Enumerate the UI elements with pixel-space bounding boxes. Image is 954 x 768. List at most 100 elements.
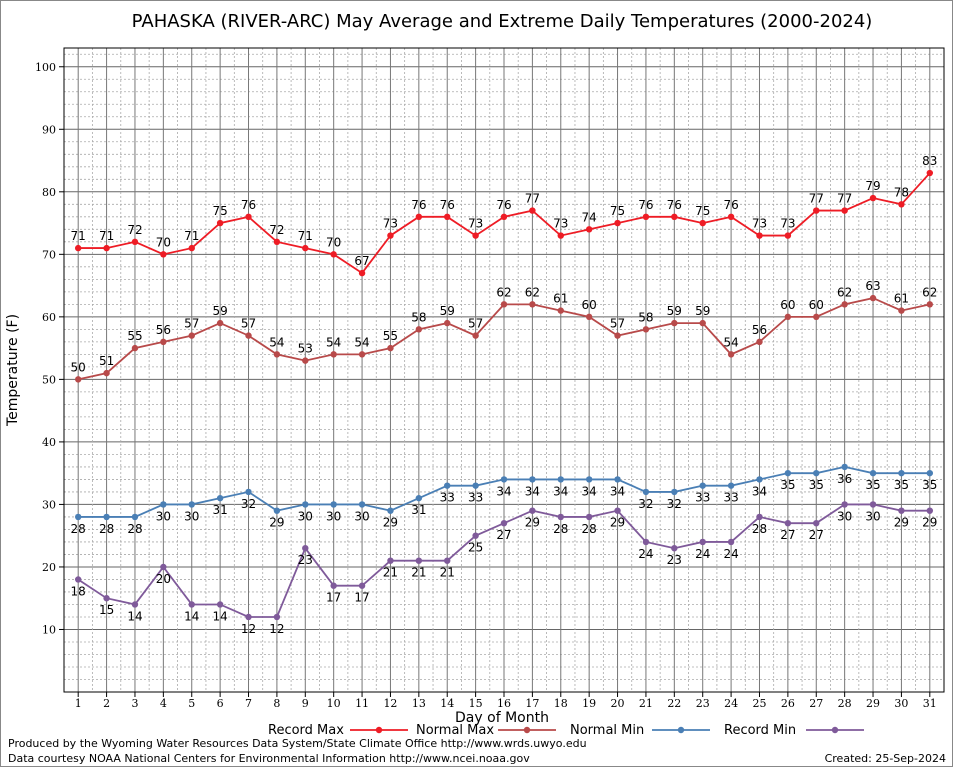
legend-item: Record Max	[268, 723, 408, 738]
data-label: 28	[99, 522, 114, 536]
data-label: 31	[411, 503, 426, 517]
data-point	[813, 313, 820, 321]
data-label: 17	[354, 591, 369, 605]
data-label: 67	[354, 254, 369, 268]
data-label: 33	[440, 491, 455, 505]
x-tick-label: 6	[217, 697, 224, 710]
data-label: 14	[212, 609, 227, 623]
x-tick-label: 10	[327, 697, 341, 710]
data-point	[557, 232, 564, 239]
data-label: 74	[582, 210, 597, 224]
data-point	[642, 326, 650, 333]
data-label: 21	[383, 566, 398, 580]
x-axis-label: Day of Month	[455, 710, 549, 726]
data-point	[869, 469, 877, 477]
data-point	[727, 482, 735, 489]
data-point	[358, 351, 366, 358]
data-point	[444, 557, 451, 564]
data-label: 77	[809, 192, 824, 206]
data-label: 54	[326, 335, 341, 349]
data-point	[784, 313, 792, 321]
data-label: 31	[212, 503, 227, 517]
data-point	[529, 301, 536, 308]
data-label: 28	[553, 522, 568, 536]
data-point	[500, 476, 508, 483]
data-label: 76	[411, 198, 426, 212]
data-label: 59	[695, 304, 710, 318]
data-point	[671, 319, 678, 327]
data-label: 27	[780, 528, 795, 542]
data-point	[302, 244, 309, 252]
legend-label: Normal Max	[416, 723, 494, 738]
data-point	[557, 476, 564, 483]
data-point	[273, 351, 281, 358]
x-tick-label: 12	[383, 697, 397, 710]
data-label: 28	[71, 522, 86, 536]
data-label: 73	[553, 217, 568, 231]
data-label: 57	[184, 317, 199, 331]
data-point	[585, 313, 593, 321]
data-point	[614, 476, 621, 483]
data-label: 58	[411, 310, 426, 324]
x-tick-label: 18	[554, 697, 568, 710]
data-label: 29	[525, 516, 540, 530]
data-label: 27	[496, 528, 511, 542]
y-tick-label: 90	[42, 123, 56, 136]
data-label: 21	[440, 566, 455, 580]
x-tick-label: 7	[245, 697, 252, 710]
y-axis-label: Temperature (F)	[5, 314, 21, 427]
data-point	[472, 532, 479, 539]
data-label: 32	[667, 497, 682, 511]
chart-title: PAHASKA (RIVER-ARC) May Average and Extr…	[132, 11, 873, 32]
series-record-max: 71 71 72 70 71 75 76 72 71 70 67 73 76 76 73 76 77 73 74 75…	[71, 154, 937, 277]
legend-label: Record Max	[268, 723, 344, 738]
data-label: 25	[468, 541, 483, 555]
data-point	[898, 307, 905, 314]
y-tick-label: 100	[35, 61, 56, 74]
data-point	[614, 219, 621, 227]
data-label: 73	[468, 217, 483, 231]
legend: Record Max Normal Max Normal Min Record Min	[268, 723, 864, 738]
data-label: 71	[184, 229, 199, 243]
data-label: 79	[865, 179, 880, 193]
data-point	[330, 582, 337, 589]
data-label: 76	[638, 198, 653, 212]
data-label: 29	[383, 516, 398, 530]
data-point	[160, 501, 167, 508]
x-tick-label: 4	[160, 697, 167, 710]
data-label: 58	[638, 310, 653, 324]
data-point	[699, 219, 706, 227]
data-label: 30	[837, 509, 852, 523]
data-label: 62	[525, 285, 540, 299]
x-tick-label: 14	[440, 697, 454, 710]
x-tick-label: 13	[412, 697, 426, 710]
data-point	[500, 519, 508, 527]
data-point	[614, 507, 621, 514]
data-point	[784, 519, 792, 527]
data-point	[330, 351, 337, 358]
legend-item: Normal Max	[416, 723, 556, 738]
data-point	[756, 513, 763, 521]
data-label: 29	[922, 516, 937, 530]
data-point	[444, 213, 451, 221]
data-point	[387, 232, 394, 239]
data-point	[74, 376, 82, 383]
series: 71 71 72 70 71 75 76 72 71 70 67 73 76 76 73 76 77 73 74 75…	[71, 154, 938, 636]
x-tick-label: 2	[103, 697, 110, 710]
data-label: 30	[184, 509, 199, 523]
data-point	[188, 244, 195, 252]
data-point	[841, 207, 848, 214]
data-point	[926, 469, 934, 477]
data-point	[131, 238, 139, 246]
data-label: 83	[922, 154, 937, 168]
data-label: 77	[525, 192, 540, 206]
data-point	[415, 326, 423, 333]
series-normal-max: 50 51 55 56 57 59 57 54 53 54 54 55 58 59 57 62 62 61 60 57…	[71, 279, 937, 383]
data-point	[302, 544, 309, 552]
data-label: 60	[582, 298, 597, 312]
x-tick-label: 27	[809, 697, 823, 710]
x-tick-label: 23	[696, 697, 710, 710]
data-point	[841, 463, 848, 471]
data-point	[358, 501, 366, 508]
data-label: 62	[922, 285, 937, 299]
